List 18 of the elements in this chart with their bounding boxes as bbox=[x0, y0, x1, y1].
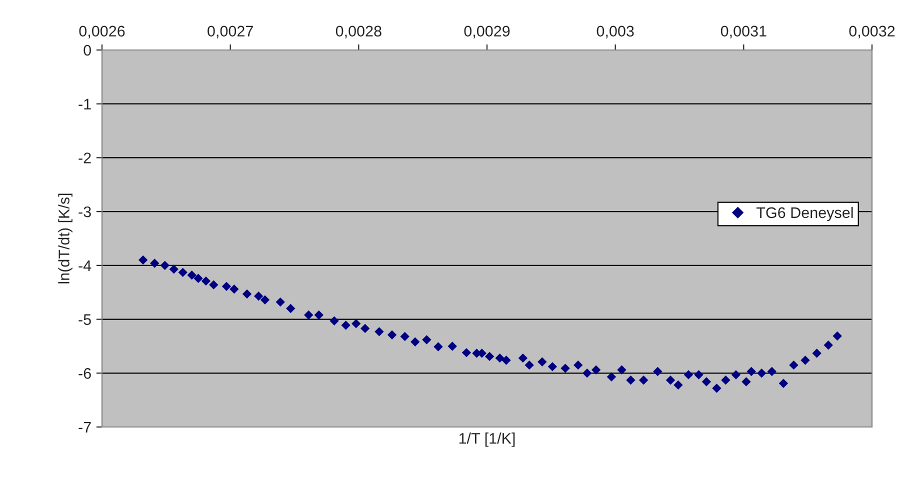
y-axis-title: ln(dT/dt) [K/s] bbox=[58, 194, 72, 284]
legend-label: TG6 Deneysel bbox=[756, 206, 853, 222]
x-tick-label: 0,0026 bbox=[79, 26, 125, 38]
y-tick-label: -5 bbox=[78, 314, 91, 325]
y-tick-label: -7 bbox=[78, 422, 91, 433]
y-tick-label: -1 bbox=[78, 98, 91, 110]
y-tick-label: -6 bbox=[78, 368, 91, 379]
y-tick-label: 0 bbox=[84, 44, 91, 56]
x-tick-label: 0,0032 bbox=[849, 26, 895, 38]
y-tick-label: -4 bbox=[78, 260, 92, 271]
x-tick-label: 0,0028 bbox=[336, 26, 382, 38]
x-tick-label: 0,0031 bbox=[720, 26, 766, 38]
x-tick-label: 0,0027 bbox=[208, 26, 253, 38]
y-tick-label: -3 bbox=[78, 206, 91, 218]
y-tick-label: -2 bbox=[78, 152, 91, 164]
x-tick-label: 0,003 bbox=[596, 26, 634, 38]
x-axis-title: 1/T [1/K] bbox=[459, 432, 515, 447]
x-tick-label: 0,0029 bbox=[464, 26, 510, 38]
